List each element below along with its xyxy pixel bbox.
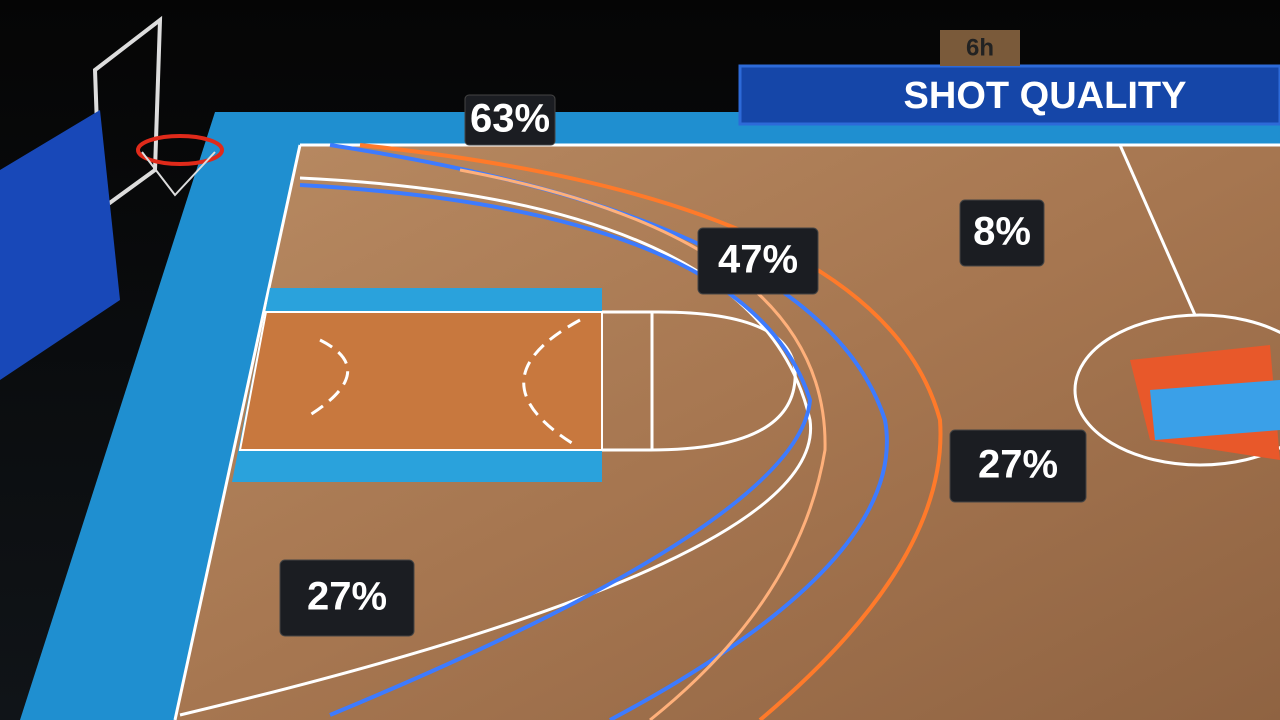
zone-label: 27% bbox=[949, 429, 1087, 503]
zone-text: 8% bbox=[973, 210, 1031, 254]
paint-orange bbox=[238, 311, 603, 451]
title: SHOT QUALITY bbox=[904, 75, 1187, 117]
free-throw-circle bbox=[649, 310, 797, 452]
stanchion bbox=[0, 110, 120, 380]
zone-text: 47% bbox=[718, 238, 798, 282]
net bbox=[141, 151, 216, 197]
zone-label: 63% bbox=[464, 94, 556, 146]
half-line bbox=[1118, 144, 1197, 316]
zone-boundary bbox=[299, 183, 813, 717]
logo bbox=[1150, 380, 1280, 440]
center-circle bbox=[1073, 313, 1280, 467]
rim bbox=[136, 134, 224, 166]
sideline bbox=[173, 144, 302, 720]
scoreboard-text: 6h bbox=[966, 34, 994, 61]
three-point-line bbox=[179, 176, 813, 717]
zone-boundary bbox=[359, 143, 943, 720]
paint-arc bbox=[309, 338, 349, 417]
paint-arc bbox=[522, 318, 581, 447]
zone-text: 27% bbox=[307, 575, 387, 619]
zone-boundary bbox=[459, 168, 827, 720]
zone-label: 47% bbox=[697, 227, 819, 295]
zone-text: 27% bbox=[978, 443, 1058, 487]
zone-label: 27% bbox=[279, 559, 415, 637]
zone-text: 63% bbox=[470, 97, 550, 141]
zone-label: 8% bbox=[959, 199, 1045, 267]
scoreboard bbox=[940, 30, 1020, 66]
